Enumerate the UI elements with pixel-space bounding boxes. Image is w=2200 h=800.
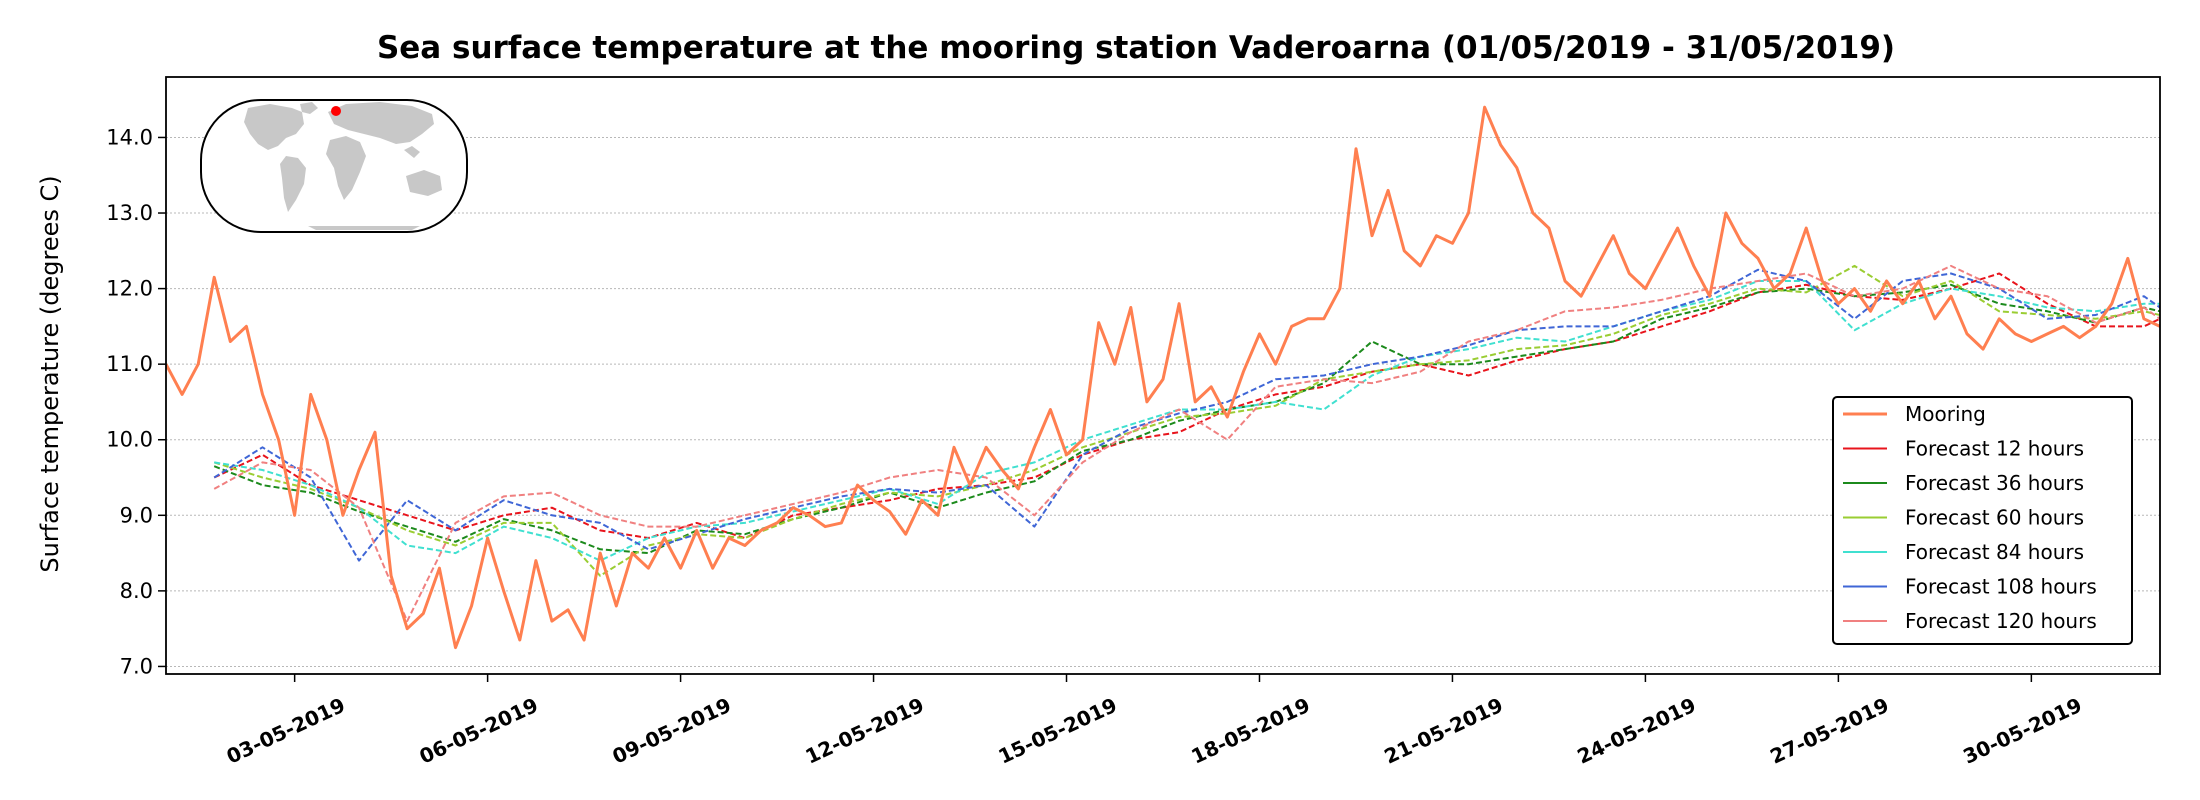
legend-label: Forecast 36 hours	[1905, 471, 2084, 495]
station-marker	[331, 106, 341, 116]
series-line-forecast-84-hours	[214, 280, 2160, 562]
y-axis: 7.0 8.0 9.0 10.0 11.0 12.0 13.0 14.0	[106, 125, 166, 678]
legend-frame	[1832, 396, 2133, 645]
series-line-forecast-12-hours	[213, 272, 2160, 539]
greenland-shape	[300, 102, 318, 114]
legend-label: Mooring	[1905, 402, 1986, 426]
grid-lines	[166, 136, 2160, 667]
series-line-forecast-120-hours	[213, 264, 2160, 623]
y-axis-label: Surface temperature (degrees C)	[36, 175, 64, 572]
north-america-shape	[244, 104, 304, 150]
y-tick-label: 13.0	[106, 201, 153, 225]
y-tick-label: 14.0	[106, 125, 153, 149]
australia-shape	[406, 170, 442, 196]
series-layer	[166, 105, 2160, 650]
legend-label: Forecast 12 hours	[1905, 437, 2084, 461]
legend-label: Forecast 84 hours	[1905, 540, 2084, 564]
legend: Mooring Forecast 12 hours Forecast 36 hour…	[1832, 396, 2133, 645]
y-tick-label: 8.0	[120, 579, 153, 603]
y-tick-label: 7.0	[120, 654, 153, 678]
legend-label: Forecast 108 hours	[1905, 575, 2097, 599]
series-line-forecast-108-hours	[213, 268, 2160, 562]
south-america-shape	[280, 156, 306, 212]
legend-label: Forecast 120 hours	[1905, 609, 2097, 633]
africa-shape	[326, 136, 366, 200]
y-tick-label: 10.0	[106, 428, 153, 452]
y-tick-label: 11.0	[106, 352, 153, 376]
eurasia-shape	[328, 102, 434, 144]
antarctica-shape	[308, 226, 420, 230]
y-tick-label: 12.0	[106, 277, 153, 301]
series-line-mooring	[166, 105, 2160, 650]
y-tick-label: 9.0	[120, 503, 153, 527]
legend-label: Forecast 60 hours	[1905, 506, 2084, 530]
series-line-forecast-60-hours	[213, 264, 2160, 577]
southeast-asia-shape	[404, 146, 420, 158]
chart-title: Sea surface temperature at the mooring s…	[377, 30, 1895, 66]
world-map-inset	[200, 99, 468, 233]
plot-frame	[165, 76, 2161, 675]
